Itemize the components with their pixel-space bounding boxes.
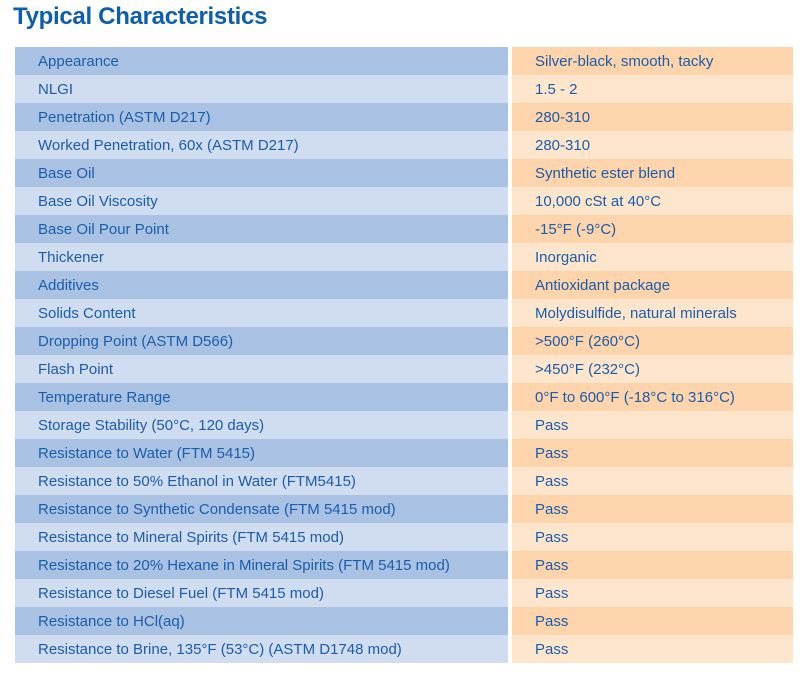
property-cell: Resistance to Diesel Fuel (FTM 5415 mod) bbox=[15, 579, 508, 607]
property-cell: Base Oil Viscosity bbox=[15, 187, 508, 215]
property-cell: Resistance to Mineral Spirits (FTM 5415 … bbox=[15, 523, 508, 551]
value-cell: Pass bbox=[512, 635, 793, 663]
table-row: Resistance to HCl(aq) Pass bbox=[15, 607, 793, 635]
table-row: Appearance Silver-black, smooth, tacky bbox=[15, 47, 793, 75]
property-cell: Resistance to 20% Hexane in Mineral Spir… bbox=[15, 551, 508, 579]
column-divider bbox=[508, 327, 512, 355]
value-cell: 10,000 cSt at 40°C bbox=[512, 187, 793, 215]
value-cell: Silver-black, smooth, tacky bbox=[512, 47, 793, 75]
table-row: Worked Penetration, 60x (ASTM D217) 280-… bbox=[15, 131, 793, 159]
column-divider bbox=[508, 411, 512, 439]
table-row: Resistance to Water (FTM 5415) Pass bbox=[15, 439, 793, 467]
table-row: Flash Point >450°F (232°C) bbox=[15, 355, 793, 383]
table-row: Storage Stability (50°C, 120 days) Pass bbox=[15, 411, 793, 439]
value-cell: Pass bbox=[512, 495, 793, 523]
property-cell: Thickener bbox=[15, 243, 508, 271]
value-cell: Pass bbox=[512, 579, 793, 607]
table-row: Resistance to Synthetic Condensate (FTM … bbox=[15, 495, 793, 523]
column-divider bbox=[508, 271, 512, 299]
property-cell: NLGI bbox=[15, 75, 508, 103]
column-divider bbox=[508, 523, 512, 551]
property-cell: Dropping Point (ASTM D566) bbox=[15, 327, 508, 355]
property-cell: Penetration (ASTM D217) bbox=[15, 103, 508, 131]
table-row: Solids Content Molydisulfide, natural mi… bbox=[15, 299, 793, 327]
column-divider bbox=[508, 243, 512, 271]
value-cell: 280-310 bbox=[512, 103, 793, 131]
table-row: Thickener Inorganic bbox=[15, 243, 793, 271]
value-cell: Pass bbox=[512, 439, 793, 467]
value-cell: Molydisulfide, natural minerals bbox=[512, 299, 793, 327]
table-row: Temperature Range 0°F to 600°F (-18°C to… bbox=[15, 383, 793, 411]
value-cell: -15°F (-9°C) bbox=[512, 215, 793, 243]
property-cell: Solids Content bbox=[15, 299, 508, 327]
property-cell: Resistance to Brine, 135°F (53°C) (ASTM … bbox=[15, 635, 508, 663]
column-divider bbox=[508, 635, 512, 663]
value-cell: 280-310 bbox=[512, 131, 793, 159]
table-row: Resistance to 20% Hexane in Mineral Spir… bbox=[15, 551, 793, 579]
table-row: Base Oil Pour Point -15°F (-9°C) bbox=[15, 215, 793, 243]
table-row: Dropping Point (ASTM D566) >500°F (260°C… bbox=[15, 327, 793, 355]
column-divider bbox=[508, 355, 512, 383]
value-cell: Synthetic ester blend bbox=[512, 159, 793, 187]
property-cell: Resistance to HCl(aq) bbox=[15, 607, 508, 635]
value-cell: Pass bbox=[512, 551, 793, 579]
value-cell: Antioxidant package bbox=[512, 271, 793, 299]
column-divider bbox=[508, 187, 512, 215]
property-cell: Base Oil Pour Point bbox=[15, 215, 508, 243]
value-cell: Pass bbox=[512, 607, 793, 635]
property-cell: Base Oil bbox=[15, 159, 508, 187]
table-row: Resistance to 50% Ethanol in Water (FTM5… bbox=[15, 467, 793, 495]
column-divider bbox=[508, 131, 512, 159]
page-title: Typical Characteristics bbox=[13, 3, 268, 30]
column-divider bbox=[508, 607, 512, 635]
property-cell: Resistance to Synthetic Condensate (FTM … bbox=[15, 495, 508, 523]
property-cell: Storage Stability (50°C, 120 days) bbox=[15, 411, 508, 439]
column-divider bbox=[508, 47, 512, 75]
column-divider bbox=[508, 439, 512, 467]
column-divider bbox=[508, 467, 512, 495]
value-cell: >500°F (260°C) bbox=[512, 327, 793, 355]
property-cell: Additives bbox=[15, 271, 508, 299]
column-divider bbox=[508, 103, 512, 131]
table-row: Base Oil Synthetic ester blend bbox=[15, 159, 793, 187]
value-cell: Inorganic bbox=[512, 243, 793, 271]
column-divider bbox=[508, 495, 512, 523]
property-cell: Resistance to Water (FTM 5415) bbox=[15, 439, 508, 467]
table-row: Resistance to Mineral Spirits (FTM 5415 … bbox=[15, 523, 793, 551]
table-row: Resistance to Brine, 135°F (53°C) (ASTM … bbox=[15, 635, 793, 663]
value-cell: Pass bbox=[512, 411, 793, 439]
characteristics-table: Appearance Silver-black, smooth, tacky N… bbox=[15, 47, 793, 663]
table-row: Base Oil Viscosity 10,000 cSt at 40°C bbox=[15, 187, 793, 215]
property-cell: Flash Point bbox=[15, 355, 508, 383]
value-cell: Pass bbox=[512, 523, 793, 551]
value-cell: 1.5 - 2 bbox=[512, 75, 793, 103]
value-cell: 0°F to 600°F (-18°C to 316°C) bbox=[512, 383, 793, 411]
property-cell: Appearance bbox=[15, 47, 508, 75]
column-divider bbox=[508, 299, 512, 327]
column-divider bbox=[508, 75, 512, 103]
property-cell: Worked Penetration, 60x (ASTM D217) bbox=[15, 131, 508, 159]
property-cell: Temperature Range bbox=[15, 383, 508, 411]
column-divider bbox=[508, 383, 512, 411]
column-divider bbox=[508, 159, 512, 187]
value-cell: Pass bbox=[512, 467, 793, 495]
column-divider bbox=[508, 215, 512, 243]
property-cell: Resistance to 50% Ethanol in Water (FTM5… bbox=[15, 467, 508, 495]
table-row: NLGI 1.5 - 2 bbox=[15, 75, 793, 103]
table-row: Penetration (ASTM D217) 280-310 bbox=[15, 103, 793, 131]
column-divider bbox=[508, 551, 512, 579]
table-row: Additives Antioxidant package bbox=[15, 271, 793, 299]
table-row: Resistance to Diesel Fuel (FTM 5415 mod)… bbox=[15, 579, 793, 607]
column-divider bbox=[508, 579, 512, 607]
value-cell: >450°F (232°C) bbox=[512, 355, 793, 383]
